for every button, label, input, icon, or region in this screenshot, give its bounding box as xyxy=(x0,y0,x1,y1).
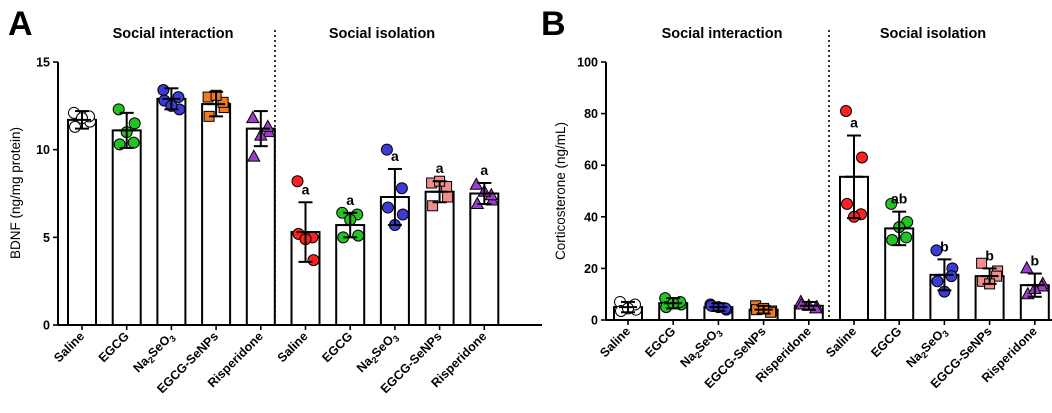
panel-b-x-tick-label: EGCG xyxy=(642,324,678,360)
panel-b-data-point xyxy=(1019,260,1034,274)
panel-b-group-title-isolation: Social isolation xyxy=(880,26,986,42)
panel-b-y-tick-label: 80 xyxy=(584,107,598,121)
panel-b-significance-label: b xyxy=(985,247,994,263)
panel-a-data-point xyxy=(396,208,409,221)
panel-b-y-tick-label: 20 xyxy=(584,262,598,276)
panel-a-data-point xyxy=(217,96,229,108)
panel-a-data-point xyxy=(291,175,304,188)
panel-b-y-tick-label: 40 xyxy=(584,210,598,224)
panel-b-y-tick-label: 60 xyxy=(584,159,598,173)
panel-b-data-point xyxy=(841,197,853,210)
panel-b-group-title-interaction: Social interaction xyxy=(662,26,783,42)
panel-b-x-tick-label: Saline xyxy=(823,324,859,360)
panel-a-significance-label: a xyxy=(436,160,444,176)
panel-a-data-point xyxy=(442,191,454,203)
panel-b-significance-label: b xyxy=(1031,253,1040,269)
panel-a-data-point xyxy=(128,117,141,130)
panel-a-bar xyxy=(67,118,97,326)
panel-b-data-point xyxy=(945,270,958,283)
panel-b-significance-label: a xyxy=(850,115,858,131)
panel-a-bar xyxy=(156,97,187,326)
panel-b-data-point xyxy=(930,244,943,257)
panel-a-data-point xyxy=(395,182,408,195)
panel-a-x-tick-label: Saline xyxy=(275,329,311,365)
panel-a-bar xyxy=(469,192,500,326)
panel-b-x-tick-label: Saline xyxy=(597,324,633,360)
panel-a-data-point xyxy=(427,200,439,212)
panel-a-y-axis-label: BDNF (ng/mg protein) xyxy=(8,127,23,259)
panel-b-x-tick-label: EGCG xyxy=(868,324,904,360)
panel-b-data-point xyxy=(856,151,868,164)
panel-a-y-tick-label: 10 xyxy=(36,143,50,157)
panel-a-bar xyxy=(424,190,455,326)
panel-a-bar xyxy=(111,129,142,326)
panel-a-data-point xyxy=(245,110,260,124)
panel-b-data-point xyxy=(900,231,913,244)
panel-a-y-tick-label: 0 xyxy=(43,319,50,333)
panel-b-data-point xyxy=(886,234,899,247)
panel-b-data-point xyxy=(840,105,852,118)
panel-a-bar xyxy=(201,103,232,326)
panel-b-significance-label: b xyxy=(940,238,949,254)
panel-a-significance-label: a xyxy=(346,192,354,208)
panel-a-data-point xyxy=(127,136,140,149)
panel-a-y-tick-label: 5 xyxy=(43,231,50,245)
panel-b-data-point xyxy=(976,257,988,269)
panel-a-group-title-isolation: Social isolation xyxy=(329,26,435,42)
panel-a-y-tick-label: 15 xyxy=(36,56,50,70)
panel-a-significance-label: a xyxy=(302,181,310,197)
panel-b-letter: B xyxy=(541,5,566,43)
panel-b-y-tick-label: 100 xyxy=(577,56,598,70)
panel-a-group-title-interaction: Social interaction xyxy=(113,26,234,42)
panel-b-significance-label: ab xyxy=(891,191,907,207)
panel-a-significance-label: a xyxy=(480,162,488,178)
panel-a-data-point xyxy=(260,119,275,132)
panel-b-data-point xyxy=(931,275,944,288)
panel-a-data-point xyxy=(246,149,261,162)
panel-a-x-tick-label: EGCG xyxy=(319,329,355,365)
panel-a-data-point xyxy=(352,229,365,242)
panel-b-data-point xyxy=(885,197,898,210)
panel-a-data-point xyxy=(157,84,170,97)
panel-b-y-axis-label: Corticosterone (ng/mL) xyxy=(553,122,568,260)
panel-a-data-point xyxy=(381,201,394,214)
panel-a-data-point xyxy=(380,143,393,156)
panel-a-data-point xyxy=(307,254,320,267)
panel-a-x-tick-label: Saline xyxy=(51,329,87,365)
panel-a-letter: A xyxy=(8,5,33,43)
panel-a-x-tick-label: EGCG xyxy=(96,329,132,365)
panel-a-significance-label: a xyxy=(391,148,399,164)
panel-b-y-tick-label: 0 xyxy=(591,314,598,328)
